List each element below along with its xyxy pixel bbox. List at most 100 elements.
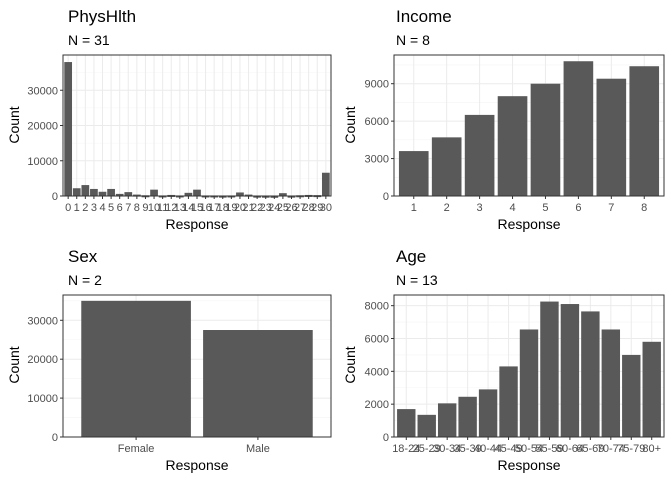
chart-subtitle: N = 13: [396, 272, 438, 288]
bar: [642, 341, 661, 437]
x-tick-label: 18-24: [392, 443, 420, 455]
x-tick-label: Female: [118, 443, 155, 455]
chart-title: PhysHlth: [68, 7, 136, 26]
x-tick-label: 10: [148, 202, 160, 214]
x-tick-label: 25: [277, 202, 289, 214]
x-tick-label: 27: [294, 202, 306, 214]
x-tick-label: 65-69: [576, 443, 604, 455]
bar: [519, 329, 539, 437]
x-tick-label: 22: [251, 202, 263, 214]
x-tick-label: 16: [199, 202, 211, 214]
x-tick-label: 30-34: [433, 443, 461, 455]
y-tick-label: 9000: [365, 79, 389, 91]
panel-border: [393, 294, 665, 438]
plot-area-age: 0 2000 4000 6000 8000 18-2425-2930-3435-3940-…: [365, 294, 665, 455]
y-tick-label: 0: [52, 432, 58, 444]
y-axis-title: Count: [6, 106, 22, 143]
x-tick-label: 5: [542, 202, 548, 214]
bar: [150, 189, 158, 196]
x-tick-label: 35-39: [454, 443, 482, 455]
y-tick-label: 3000: [365, 154, 389, 166]
bar: [629, 66, 660, 196]
x-tick-label: 3: [477, 202, 483, 214]
x-tick-label: 29: [311, 202, 323, 214]
y-tick-label: 4000: [365, 366, 389, 378]
bar: [560, 304, 580, 437]
y-tick-label: 0: [52, 191, 58, 203]
bar: [458, 396, 477, 437]
x-tick-label: 21: [242, 202, 254, 214]
x-tick-label: 0: [65, 202, 71, 214]
y-tick-label: 20000: [27, 121, 58, 133]
bar: [90, 188, 98, 196]
bar: [81, 185, 90, 196]
x-tick-label: 8: [641, 202, 647, 214]
panel-border: [62, 54, 332, 197]
x-axis-title: Response: [497, 457, 560, 473]
x-tick-label: 2: [444, 202, 450, 214]
y-tick-label: 10000: [27, 393, 58, 405]
chart-title: Age: [396, 247, 426, 266]
chart-subtitle: N = 8: [396, 32, 430, 48]
bar: [193, 189, 201, 196]
x-tick-label: 18: [217, 202, 229, 214]
x-tick-label: 6: [575, 202, 581, 214]
x-tick-label: 11: [157, 202, 168, 214]
y-tick-label: 10000: [27, 156, 58, 168]
x-tick-label: 70-74: [597, 443, 625, 455]
x-tick-label: 50-54: [515, 443, 543, 455]
y-axis-title: Count: [342, 346, 358, 383]
x-tick-label: 8: [134, 202, 140, 214]
chart-subtitle: N = 31: [68, 32, 110, 48]
x-tick-label: 1: [74, 202, 80, 214]
bar: [115, 193, 124, 196]
bar: [563, 61, 594, 196]
y-tick-label: 8000: [365, 301, 389, 313]
x-tick-label: 20: [234, 202, 246, 214]
bar: [236, 192, 244, 196]
bar: [437, 403, 457, 437]
bar: [203, 330, 313, 437]
x-tick-label: 45-49: [494, 443, 522, 455]
x-axis-title: Response: [497, 216, 560, 232]
x-tick-label: 55-59: [535, 443, 563, 455]
bar: [499, 366, 518, 437]
x-tick-label: 80+: [642, 443, 661, 455]
x-tick-label: 1: [411, 202, 417, 214]
y-axis-title: Count: [342, 106, 358, 143]
bar: [72, 188, 81, 196]
chart-subtitle: N = 2: [68, 272, 102, 288]
x-tick-label: 2: [82, 202, 88, 214]
x-tick-label: 75-79: [617, 443, 645, 455]
x-tick-label: 17: [208, 202, 220, 214]
x-tick-label: 4: [99, 202, 105, 214]
chart-title: Sex: [68, 247, 98, 266]
x-tick-label: 24: [268, 202, 280, 214]
bar: [124, 192, 133, 196]
bar: [530, 83, 561, 196]
x-axis-title: Response: [165, 457, 228, 473]
plot-area-sex: 0 10000 20000 30000 Female Male: [27, 294, 332, 455]
x-tick-label: 28: [303, 202, 315, 214]
x-tick-label: 25-29: [413, 443, 441, 455]
bar: [478, 389, 498, 437]
x-tick-label: 60-64: [556, 443, 584, 455]
x-tick-label: 6: [117, 202, 123, 214]
x-tick-label: 7: [608, 202, 614, 214]
x-tick-label: 30: [320, 202, 332, 214]
panel-age: Age N = 13 0 2000 4000 6000 8000 18-2425-2930…: [342, 247, 665, 473]
x-tick-label: 26: [285, 202, 297, 214]
bar: [184, 192, 193, 196]
bar: [279, 193, 287, 196]
y-tick-label: 30000: [27, 85, 58, 97]
bar: [398, 151, 429, 196]
x-tick-label: 7: [125, 202, 131, 214]
chart-title: Income: [396, 7, 452, 26]
x-tick-label: 14: [182, 202, 194, 214]
bar: [540, 301, 559, 437]
bar: [596, 78, 627, 196]
bar: [81, 300, 191, 437]
